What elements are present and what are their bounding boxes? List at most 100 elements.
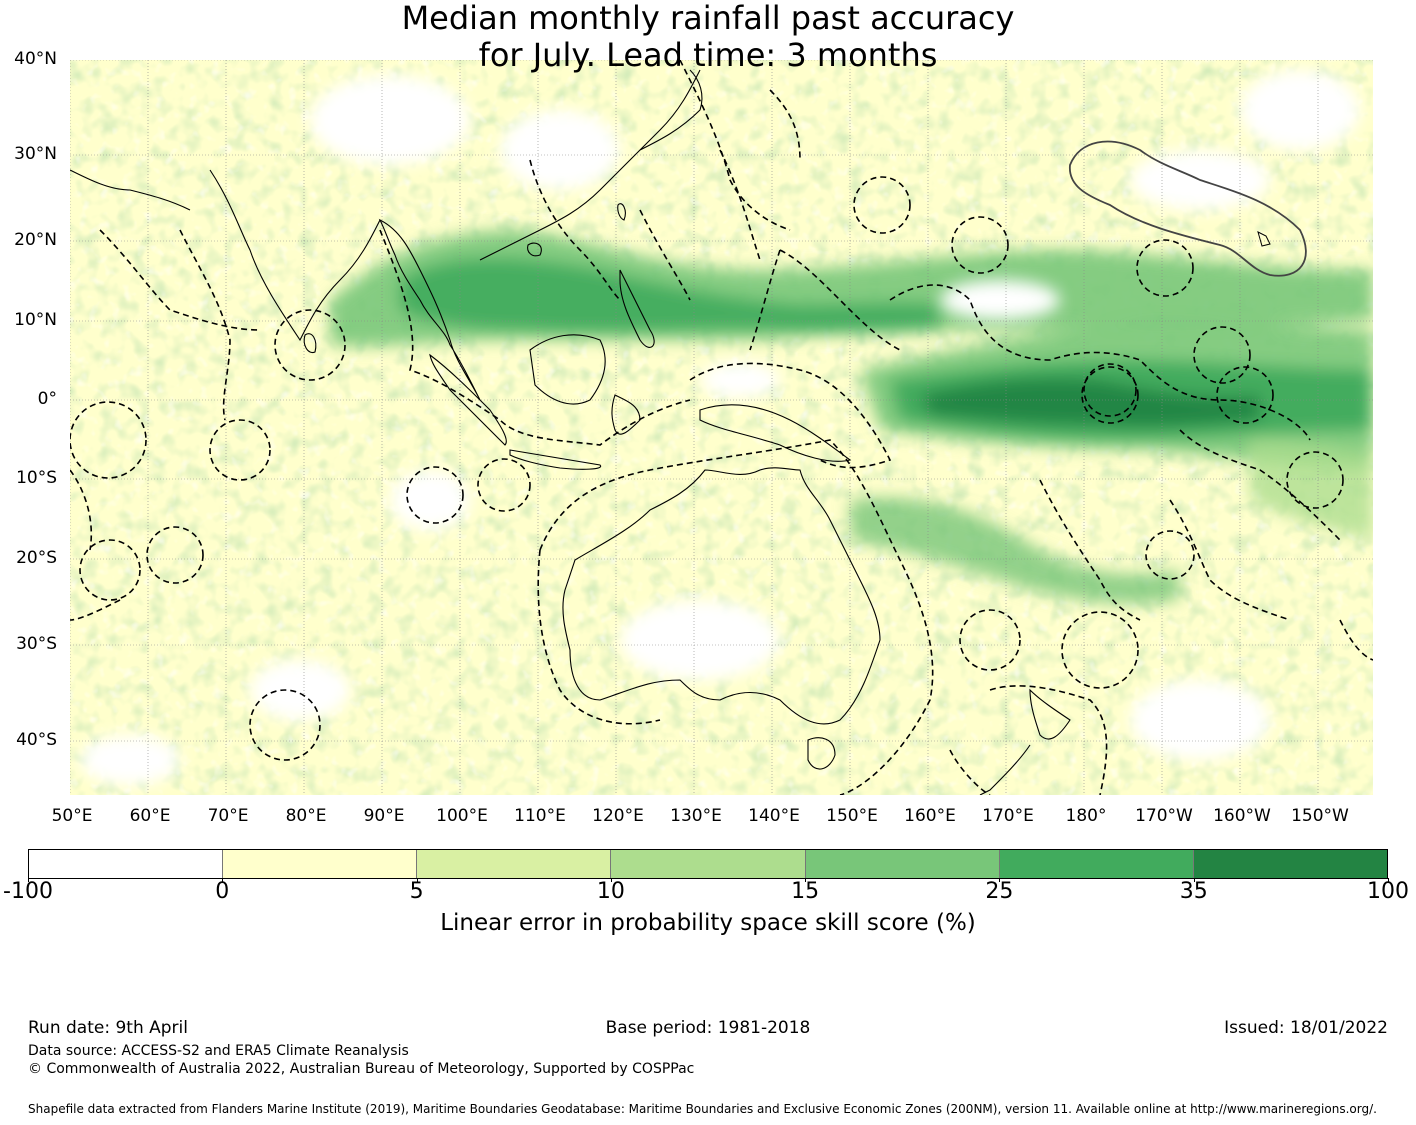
lon-label: 160°W xyxy=(1213,806,1271,826)
lat-label: 10°S xyxy=(16,468,57,488)
eez-circle xyxy=(959,609,1021,671)
lon-label: 80°E xyxy=(285,806,327,826)
colorbar-tick-mark xyxy=(1193,878,1195,882)
lon-label: 180° xyxy=(1065,806,1107,826)
band-35-100-equator xyxy=(920,378,1260,428)
eez-circle xyxy=(274,309,346,381)
eez-australia xyxy=(537,439,934,795)
colorbar-tick-mark xyxy=(28,878,29,882)
hawaii-eez-outline xyxy=(1069,140,1307,277)
shapefile-credit: Shapefile data extracted from Flanders M… xyxy=(28,1102,1377,1116)
lon-label: 150°E xyxy=(826,806,878,826)
colorbar-tick-mark xyxy=(416,878,418,882)
eez-circle xyxy=(1193,326,1251,384)
lon-label: 170°W xyxy=(1135,806,1193,826)
run-date: Run date: 9th April xyxy=(28,1018,188,1038)
patch xyxy=(250,660,350,720)
lat-label: 30°S xyxy=(16,634,57,654)
eez-circle xyxy=(249,689,321,761)
eez-circle xyxy=(1061,611,1139,689)
coastlines xyxy=(70,69,1071,795)
lon-label: 160°E xyxy=(904,806,956,826)
coast-sri-lanka xyxy=(303,333,317,354)
patch xyxy=(310,75,470,165)
coast-sumatra xyxy=(429,353,507,446)
patch xyxy=(620,600,780,680)
lat-label: 0° xyxy=(37,389,57,409)
eez-circle xyxy=(1145,530,1195,580)
coast-tasmania xyxy=(807,737,836,770)
lat-label: 40°N xyxy=(14,49,57,69)
eez-circle xyxy=(209,419,271,481)
coast-java xyxy=(509,449,602,470)
colorbar-tick-label: 100 xyxy=(1367,879,1409,904)
colorbar-tick-label: 35 xyxy=(1179,879,1208,904)
lon-label: 50°E xyxy=(51,806,93,826)
lon-label: 110°E xyxy=(514,806,566,826)
eez-circle xyxy=(951,216,1009,274)
eez-png xyxy=(689,362,892,469)
eez-circle xyxy=(1081,366,1139,424)
lon-label: 130°E xyxy=(670,806,722,826)
eez-nz xyxy=(949,685,1108,795)
eez-circle xyxy=(853,176,911,234)
lat-label: 40°S xyxy=(16,730,57,750)
graticule xyxy=(70,60,1373,795)
colorbar-segment xyxy=(805,850,1000,878)
lat-label: 20°S xyxy=(16,548,57,568)
coast-australia xyxy=(562,467,881,725)
lon-label: 150°W xyxy=(1291,806,1349,826)
lon-label: 100°E xyxy=(436,806,488,826)
eez-micronesia xyxy=(749,249,901,351)
coast-japan xyxy=(639,69,703,151)
lon-label: 120°E xyxy=(592,806,644,826)
eez-boundaries xyxy=(70,60,1373,795)
eez-east xyxy=(1039,429,1341,621)
eez-circle xyxy=(1083,363,1137,417)
patch xyxy=(940,280,1060,320)
colorbar-tick-mark xyxy=(999,878,1001,882)
eez-circle xyxy=(1286,451,1344,509)
eez-west xyxy=(70,469,1373,661)
lon-label: 90°E xyxy=(363,806,405,826)
colorbar-tick-label: 25 xyxy=(985,879,1014,904)
coast-hainan xyxy=(527,242,542,257)
lon-label: 170°E xyxy=(982,806,1034,826)
colorbar-tick-label: -100 xyxy=(3,879,53,904)
colorbar-segment xyxy=(999,850,1194,878)
map-title-line2: for July. Lead time: 3 months xyxy=(478,36,938,74)
patch xyxy=(1130,680,1270,760)
eez-circle xyxy=(70,401,147,479)
colorbar-segment xyxy=(29,850,224,878)
coast-borneo xyxy=(529,334,606,405)
lat-label: 30°N xyxy=(14,144,57,164)
hawaii-islands xyxy=(1257,231,1271,247)
coast-taiwan xyxy=(617,203,626,221)
rainfall-skill-map xyxy=(70,60,1373,795)
eez-china-sea xyxy=(529,149,761,301)
eez-circle xyxy=(1136,239,1194,297)
lat-label: 10°N xyxy=(14,310,57,330)
base-period: Base period: 1981-2018 xyxy=(605,1018,811,1038)
lon-label: 140°E xyxy=(748,806,800,826)
eez-circle xyxy=(79,539,141,601)
band-10-15-east xyxy=(1250,440,1373,540)
lon-label: 70°E xyxy=(207,806,249,826)
coast-philippines xyxy=(619,269,655,348)
coast-new-zealand-north xyxy=(1029,688,1071,740)
colorbar-segment xyxy=(417,850,612,878)
eez-pacific xyxy=(889,284,1311,441)
patch xyxy=(390,470,470,530)
lat-label: 20°N xyxy=(14,230,57,250)
patch xyxy=(1240,70,1360,150)
eez-india xyxy=(99,229,261,421)
colorbar-tick-mark xyxy=(222,878,224,882)
coast-new-zealand-south xyxy=(979,744,1031,795)
colorbar-tick-label: 0 xyxy=(215,879,230,904)
colorbar xyxy=(28,849,1388,879)
issued-date: Issued: 18/01/2022 xyxy=(1224,1018,1388,1038)
colorbar-segment xyxy=(1193,850,1387,878)
coast-indochina xyxy=(378,218,481,401)
coast-india xyxy=(209,169,381,342)
data-source: Data source: ACCESS-S2 and ERA5 Climate … xyxy=(28,1043,409,1059)
